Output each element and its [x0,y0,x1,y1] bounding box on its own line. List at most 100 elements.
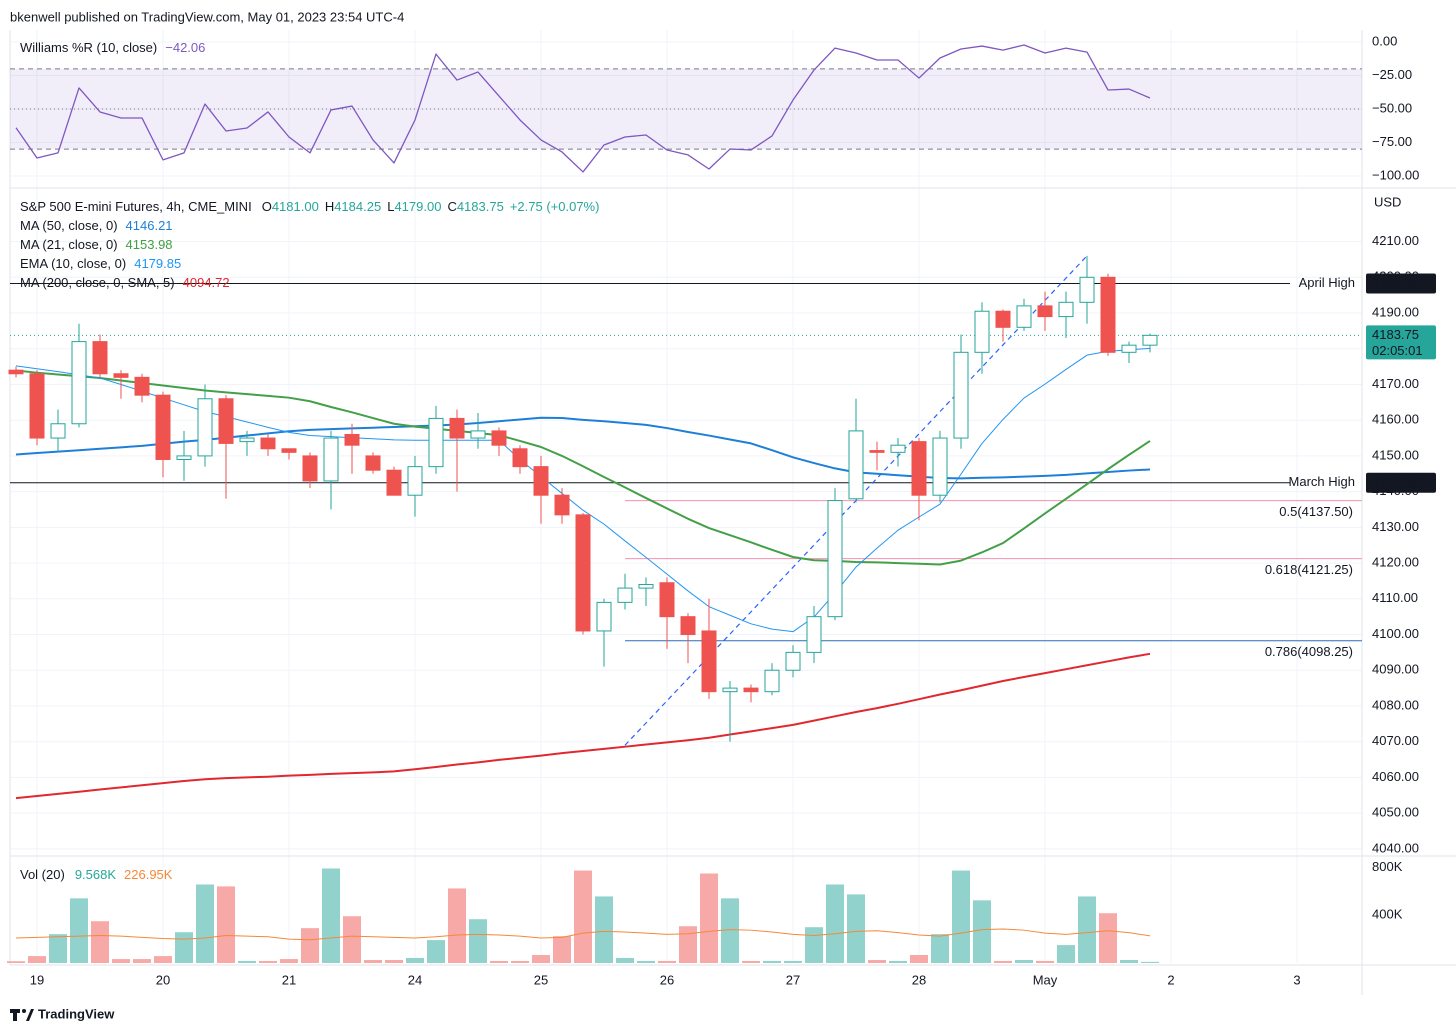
legend: MA (50, close, 0) 4146.21 [20,218,173,233]
x-tick-label: 19 [30,972,44,987]
volume-bar [196,884,214,963]
candle-body [848,430,864,500]
candle-body [470,430,486,439]
volume-bar [511,960,529,963]
volume-bar [721,898,739,963]
candle-body [785,651,801,671]
candle-body [239,437,255,443]
candle-body [8,369,24,375]
fib-label: 0.618(4121.25) [1265,562,1353,577]
volume-bar [1141,961,1159,963]
volume-bar [406,957,424,963]
candle-body [176,455,192,460]
legend-key: C [447,199,456,214]
volume-bar [238,960,256,963]
candle-body [365,455,381,471]
volume-bar [343,916,361,963]
brand: TradingView [38,1006,115,1021]
volume-bar [742,960,760,963]
x-tick-label: 2 [1167,972,1174,987]
legend-item: MA (50, close, 0) [20,218,118,233]
legend: S&P 500 E-mini Futures, 4h, CME_MINI O418… [20,199,599,214]
candle-body [911,441,927,496]
volume-bar [133,959,151,963]
y-tick-label: 4170.00 [1372,376,1419,391]
candle-body [113,373,129,378]
legend-item: EMA (10, close, 0) [20,256,126,271]
legend: Williams %R (10, close) −42.06 [20,40,205,55]
candle-body [1079,276,1095,303]
byline: bkenwell published on TradingView.com, M… [10,9,404,24]
price-badge-text: 4183.75 [1372,327,1419,342]
volume-bar [868,960,886,963]
candle-body [344,433,360,446]
candle-body [533,466,549,496]
y-tick-label: 0.00 [1372,33,1397,48]
x-tick-label: 26 [660,972,674,987]
tv-logo [10,1009,34,1021]
y-tick-label: 4210.00 [1372,233,1419,248]
volume-bar [910,955,928,963]
legend-value: 4181.00 [272,199,319,214]
y-tick-label: 4150.00 [1372,447,1419,462]
candle-body [449,417,465,439]
y-tick-label: 4050.00 [1372,805,1419,820]
candle-body [953,351,969,439]
y-tick-label: −50.00 [1372,100,1412,115]
legend-value: 9.568K [75,867,117,882]
legend-value: 4184.25 [334,199,381,214]
candle-body [92,341,108,375]
x-tick-label: 21 [282,972,296,987]
candle-body [1016,305,1032,328]
candle-body [71,341,87,425]
volume-bar [847,894,865,963]
legend-item: MA (200, close, 0, SMA, 5) [20,275,175,290]
volume-bar [448,888,466,963]
candle-body [701,630,717,693]
volume-bar [7,961,25,963]
y-tick-label: −25.00 [1372,67,1412,82]
candle-body [680,616,696,636]
candle-body [1037,305,1053,318]
candle-body [932,437,948,496]
volume-bar [658,960,676,963]
volume-bar [28,956,46,963]
y-tick-label: −100.00 [1372,167,1419,182]
currency: USD [1374,194,1401,209]
legend-value: 4179.00 [394,199,441,214]
candle-body [890,444,906,453]
y-tick-label: 4160.00 [1372,412,1419,427]
legend-value: 4183.75 [457,199,504,214]
candle-body [764,669,780,693]
y-tick-label: 4130.00 [1372,519,1419,534]
candle-body [995,310,1011,328]
volume-bar [826,884,844,963]
y-tick-label: 4070.00 [1372,733,1419,748]
volume-bar [994,960,1012,963]
candle-body [806,616,822,653]
candle-body [596,601,612,632]
x-tick-label: 24 [408,972,422,987]
x-tick-label: 3 [1293,972,1300,987]
candle-body [1100,276,1116,353]
legend-key: O [262,199,272,214]
x-tick-label: May [1033,972,1058,987]
legend-value: 4146.21 [126,218,173,233]
volume-bar [595,896,613,963]
level-label: March High [1289,474,1355,489]
candle-body [155,394,171,460]
legend-value: +2.75 (+0.07%) [510,199,600,214]
fib-label: 0.786(4098.25) [1265,644,1353,659]
moving-average [15,652,1151,800]
volume-bar [280,959,298,963]
volume-bar [322,868,340,963]
y-tick-label: 4040.00 [1372,840,1419,855]
y-tick-label: 800K [1372,859,1403,874]
candle-body [827,500,843,618]
candle-body [428,417,444,468]
candle-body [1142,334,1158,346]
legend-value: 4094.72 [183,275,230,290]
legend-value: 4153.98 [126,237,173,252]
candle-body [512,448,528,468]
